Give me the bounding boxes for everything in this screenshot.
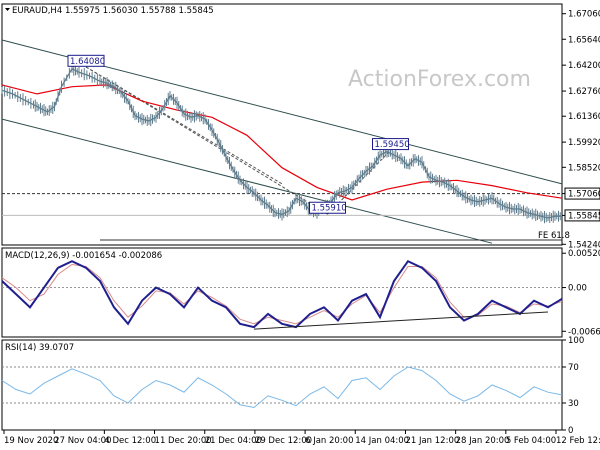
main-y-tick-label: 1.54240 [568, 240, 600, 250]
x-tick-label: 21 Jan 12:00 [405, 436, 459, 446]
main-y-tick-label: 1.58520 [568, 163, 600, 173]
main-y-tick-label: 1.65640 [568, 35, 600, 45]
moving-average-line [1, 84, 563, 201]
x-tick-label: 19 Nov 2020 [4, 436, 58, 446]
main-y-tick-label: 1.64200 [568, 61, 600, 71]
x-tick-label: 21 Dec 04:00 [205, 436, 262, 446]
main-chart-title: EURAUD,H4 1.55975 1.56030 1.55788 1.5584… [12, 6, 214, 16]
rsi-title: RSI(14) 39.0707 [5, 343, 74, 353]
x-tick-label: 14 Jan 04:00 [355, 436, 409, 446]
fe-level-label: FE 61.8 [538, 231, 570, 241]
price-tag-box [564, 187, 600, 200]
panel-frame-macd [1, 247, 563, 338]
main-y-tick-label: 1.67060 [568, 10, 600, 20]
rsi-y-tick-label: 30 [568, 399, 579, 409]
macd-trend-line [253, 311, 549, 330]
macd-y-tick-label: 0.005208 [568, 249, 600, 259]
rsi-y-tick-label: 100 [568, 336, 584, 346]
price-tag-label: 1.55845 [568, 211, 600, 221]
price-annotation-label: 1.64080 [70, 57, 105, 67]
rsi-line [1, 366, 563, 409]
price-annotation-label: 1.55910 [312, 204, 347, 214]
x-tick-label: 5 Feb 04:00 [506, 436, 556, 446]
rsi-y-tick-label: 70 [568, 363, 579, 373]
price-annotation-box [372, 138, 409, 151]
x-tick-label: 27 Nov 04:00 [54, 436, 111, 446]
price-tag-label: 1.57060 [568, 190, 600, 200]
x-tick-label: 6 Jan 20:00 [305, 436, 353, 446]
x-tick-label: 11 Dec 20:00 [155, 436, 212, 446]
dashed-trend-line-1 [85, 66, 283, 185]
panel-frame-rsi [1, 339, 563, 431]
watermark-text: ActionForex.com [348, 67, 531, 92]
main-y-tick-label: 1.62760 [568, 87, 600, 97]
main-y-tick-label: 1.61360 [568, 112, 600, 122]
channel-lower-line [1, 118, 493, 244]
x-tick-label: 29 Dec 12:00 [255, 436, 312, 446]
price-annotation-box [309, 201, 346, 214]
main-y-tick-label: 1.59920 [568, 138, 600, 148]
price-tag-box [564, 209, 600, 222]
macd-y-tick-label: -0.006631 [568, 327, 600, 337]
price-annotation-label: 1.59450 [375, 140, 410, 150]
macd-line [1, 259, 563, 329]
x-tick-label: 28 Jan 20:00 [456, 436, 510, 446]
rsi-y-tick-label: 0 [568, 426, 573, 436]
macd-y-tick-label: 0.00 [568, 284, 587, 294]
macd-title: MACD(12,26,9) -0.001654 -0.002086 [5, 251, 162, 261]
x-tick-label: 12 Feb 12:00 [556, 436, 600, 446]
price-annotation-box [67, 54, 105, 67]
panel-frame-main [1, 3, 563, 246]
chart-title-dropdown-icon[interactable] [5, 8, 10, 11]
x-tick-label: 4 Dec 12:00 [104, 436, 156, 446]
